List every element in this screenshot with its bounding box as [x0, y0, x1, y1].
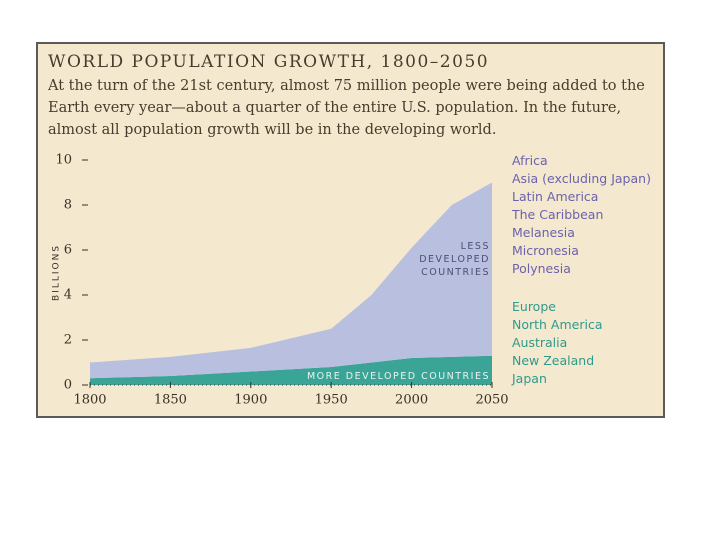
legend-item: New Zealand — [512, 353, 595, 368]
legend-item: Europe — [512, 299, 556, 314]
chart-subtitle: At the turn of the 21st century, almost … — [48, 78, 645, 138]
x-tick-label: 1800 — [73, 393, 106, 408]
legend: Africa Asia (excluding Japan) Latin Americ… — [512, 152, 651, 278]
legend-item: Africa — [512, 153, 548, 168]
y-tick-label: 0 — [64, 378, 72, 393]
x-tick-label: 2000 — [395, 393, 428, 408]
y-tick-label: 4 — [64, 288, 72, 303]
area-label: LESS DEVELOPED COUNTRIES — [419, 241, 490, 278]
x-tick-label: 1900 — [234, 393, 267, 408]
legend-item: Melanesia — [512, 225, 575, 240]
area — [90, 355, 492, 385]
legend: Europe North America Australia New Zealand J… — [512, 298, 603, 388]
y-tick-label: 8 — [64, 198, 72, 213]
legend-item: North America — [512, 317, 603, 332]
chart: 0 2 4 6 8 10 1800 1850 1900 1950 2000 2050 BILLIONS — [52, 153, 509, 408]
chart-panel: 0 2 4 6 8 10 1800 1850 1900 1950 2000 2050 BILLIONS … — [36, 42, 665, 418]
area — [90, 182, 492, 379]
x-tick-label: 2050 — [475, 393, 508, 408]
y-tick-label: 10 — [55, 153, 72, 168]
x-tick-label: 1850 — [154, 393, 187, 408]
x-tick-label: 1950 — [315, 393, 348, 408]
legend-item: Asia (excluding Japan) — [512, 171, 651, 186]
y-tick-label: 2 — [64, 333, 72, 348]
legend-item: Japan — [512, 371, 547, 386]
y-axis-label: BILLIONS — [52, 244, 62, 301]
legend-item: Polynesia — [512, 261, 571, 276]
legend-item: Latin America — [512, 189, 599, 204]
legend-item: Micronesia — [512, 243, 579, 258]
chart-title: WORLD POPULATION GROWTH, 1800–2050 — [48, 52, 490, 72]
legend-item: Australia — [512, 335, 568, 350]
legend-item: The Caribbean — [512, 207, 604, 222]
y-tick-label: 6 — [64, 243, 72, 258]
area-label: MORE DEVELOPED COUNTRIES — [306, 371, 490, 382]
